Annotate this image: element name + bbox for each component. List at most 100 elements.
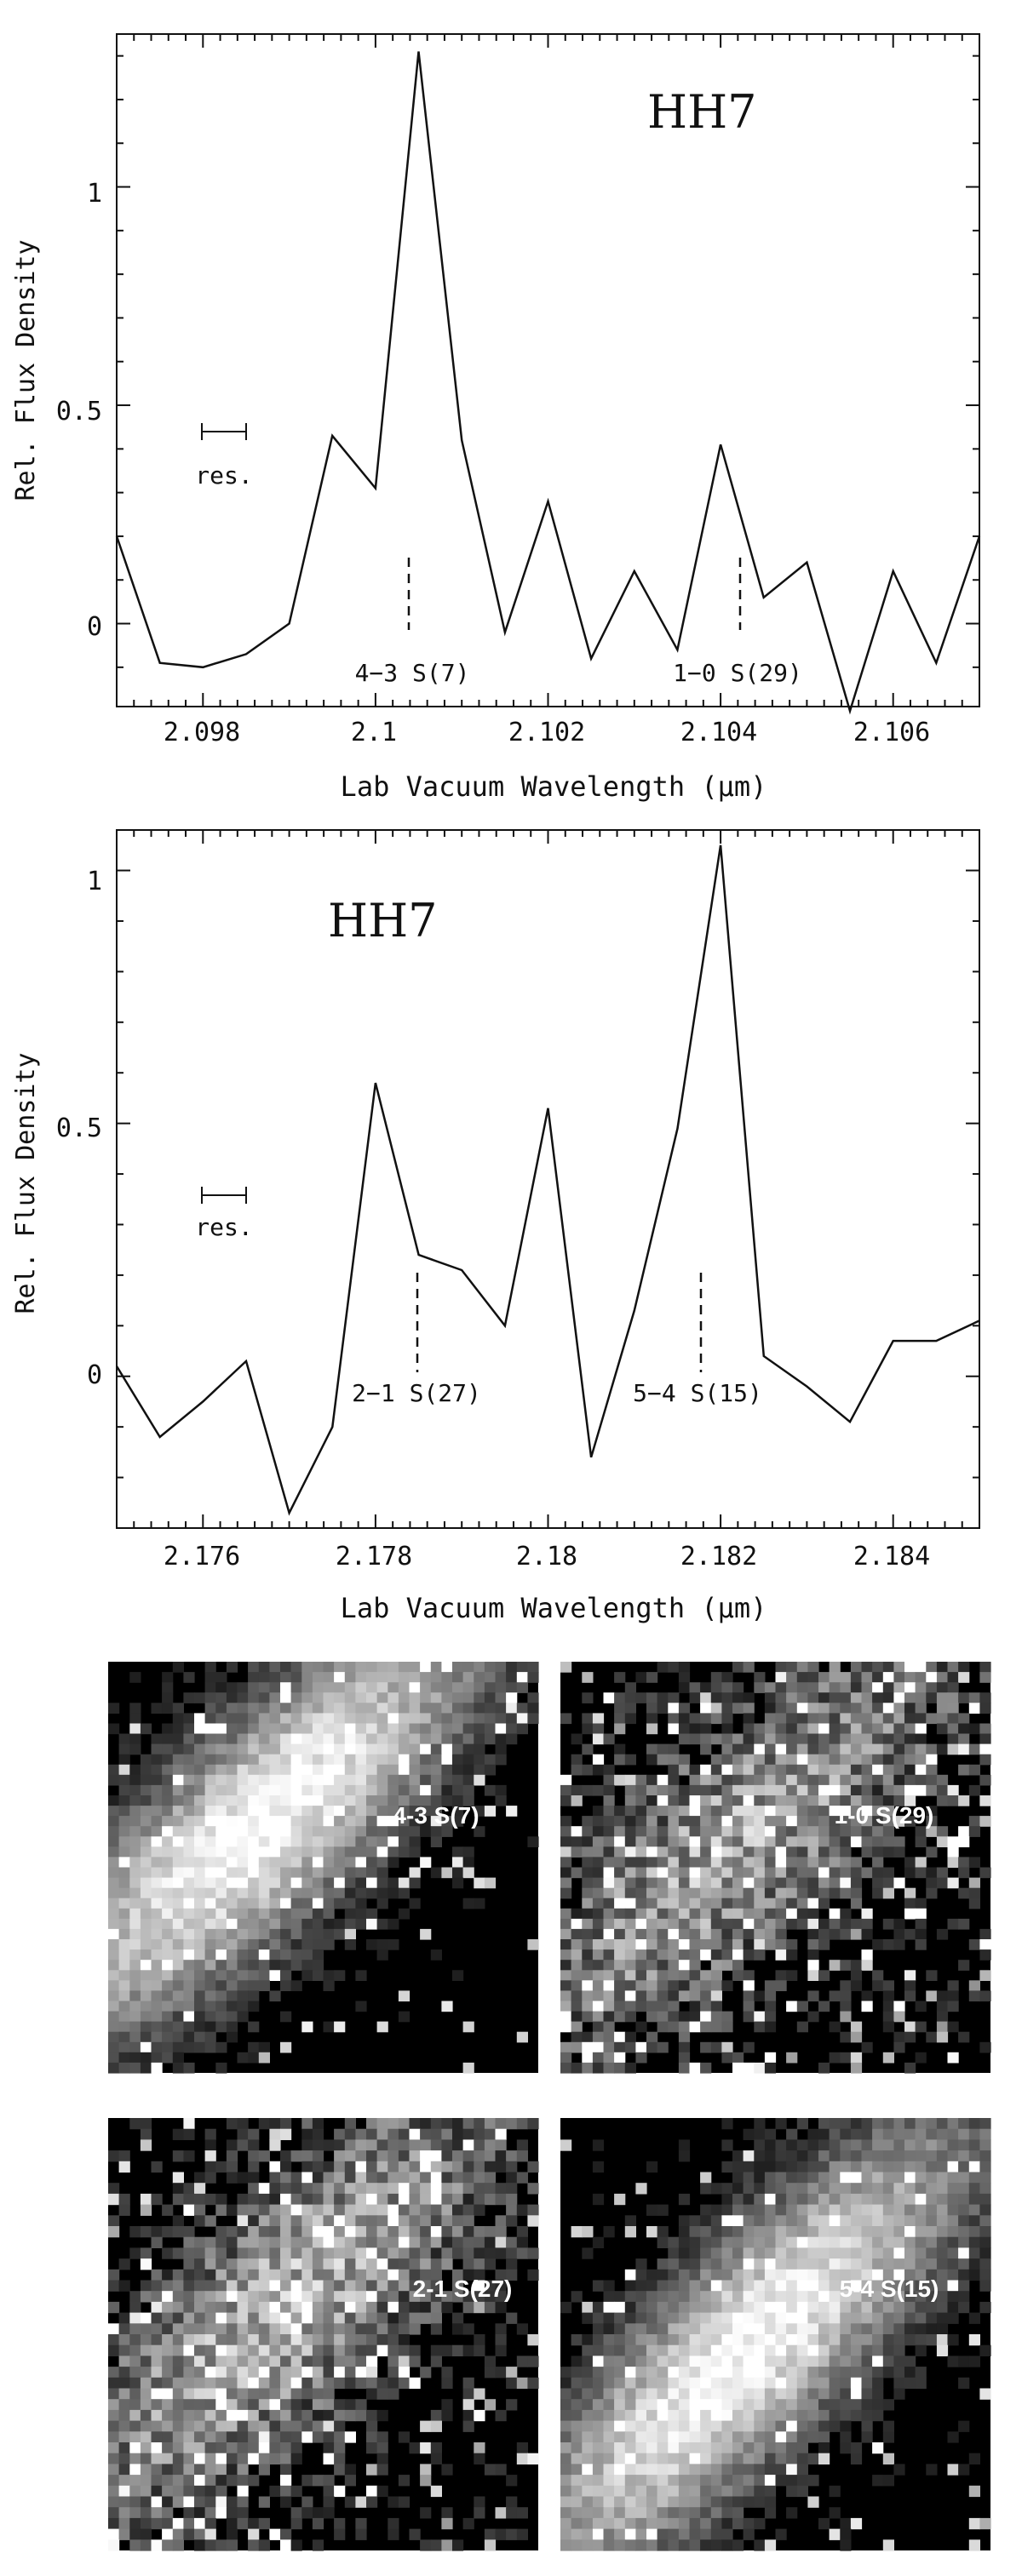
map-pixel bbox=[495, 2215, 507, 2227]
map-pixel bbox=[462, 2215, 474, 2227]
map-pixel bbox=[560, 1949, 572, 1961]
map-pixel bbox=[376, 1733, 388, 1745]
map-pixel bbox=[818, 1795, 830, 1806]
map-pixel bbox=[151, 2431, 163, 2443]
map-pixel bbox=[108, 1898, 120, 1909]
map-pixel bbox=[312, 2377, 324, 2390]
map-pixel bbox=[668, 1723, 680, 1735]
map-pixel bbox=[979, 2247, 991, 2259]
map-pixel bbox=[474, 2409, 485, 2422]
map-pixel bbox=[657, 2011, 669, 2023]
map-pixel bbox=[582, 2052, 594, 2064]
map-pixel bbox=[151, 1754, 163, 1766]
map-pixel bbox=[290, 2215, 302, 2227]
map-pixel bbox=[603, 2496, 615, 2508]
map-pixel bbox=[764, 2001, 777, 2012]
map-pixel bbox=[323, 1970, 335, 1981]
map-pixel bbox=[355, 2280, 367, 2292]
map-pixel bbox=[689, 1877, 701, 1889]
map-pixel bbox=[280, 2539, 292, 2551]
map-pixel bbox=[172, 2150, 184, 2162]
map-pixel bbox=[248, 2001, 260, 2012]
map-pixel bbox=[162, 2001, 174, 2012]
map-pixel bbox=[829, 2226, 841, 2238]
map-pixel bbox=[323, 1743, 335, 1755]
map-pixel bbox=[290, 2507, 302, 2519]
map-pixel bbox=[226, 2001, 238, 2012]
map-pixel bbox=[968, 1980, 980, 1991]
map-pixel bbox=[462, 1846, 474, 1858]
map-pixel bbox=[560, 1939, 572, 1950]
map-pixel bbox=[958, 1723, 970, 1735]
map-pixel bbox=[861, 1692, 873, 1703]
map-pixel bbox=[926, 1806, 938, 1817]
map-pixel bbox=[635, 2431, 647, 2443]
map-pixel bbox=[818, 2301, 830, 2314]
map-pixel bbox=[592, 1816, 605, 1827]
map-pixel bbox=[183, 2128, 195, 2140]
map-pixel bbox=[118, 2464, 130, 2476]
map-pixel bbox=[721, 2517, 733, 2530]
map-pixel bbox=[172, 2496, 184, 2508]
map-pixel bbox=[388, 1682, 399, 1693]
map-pixel bbox=[301, 2496, 313, 2508]
map-pixel bbox=[861, 2312, 873, 2324]
map-pixel bbox=[258, 2301, 270, 2314]
map-pixel bbox=[947, 1877, 959, 1889]
map-pixel bbox=[129, 2011, 141, 2023]
map-pixel bbox=[323, 2280, 335, 2292]
map-pixel bbox=[893, 1816, 905, 1827]
map-pixel bbox=[204, 1908, 216, 1920]
map-pixel bbox=[237, 1774, 249, 1786]
map-pixel bbox=[818, 2172, 830, 2184]
map-pixel bbox=[527, 1836, 539, 1847]
map-pixel bbox=[376, 2128, 388, 2140]
map-pixel bbox=[840, 2183, 852, 2195]
map-pixel bbox=[818, 1836, 830, 1847]
map-pixel bbox=[258, 1826, 270, 1837]
map-pixel bbox=[904, 1692, 916, 1703]
map-pixel bbox=[850, 2367, 863, 2379]
map-pixel bbox=[376, 1743, 388, 1755]
map-pixel bbox=[764, 1877, 777, 1889]
map-pixel bbox=[614, 2312, 626, 2324]
map-pixel bbox=[237, 2280, 249, 2292]
map-pixel bbox=[560, 1970, 572, 1981]
map-pixel bbox=[678, 2226, 691, 2238]
map-pixel bbox=[194, 2334, 206, 2346]
map-pixel bbox=[754, 2475, 766, 2487]
map-pixel bbox=[151, 1877, 163, 1889]
map-pixel bbox=[700, 2269, 712, 2281]
map-pixel bbox=[215, 2388, 227, 2400]
map-pixel bbox=[818, 1887, 830, 1899]
map-pixel bbox=[689, 1795, 701, 1806]
map-pixel bbox=[764, 1764, 777, 1776]
map-pixel bbox=[118, 2323, 130, 2335]
map-pixel bbox=[614, 1980, 626, 1991]
map-pixel bbox=[968, 2161, 980, 2173]
map-pixel bbox=[904, 2334, 916, 2346]
map-pixel bbox=[560, 1713, 572, 1725]
map-pixel bbox=[958, 1918, 970, 1930]
map-pixel bbox=[344, 1764, 356, 1776]
map-pixel bbox=[904, 1857, 916, 1869]
map-pixel bbox=[495, 2528, 507, 2540]
map-pixel bbox=[796, 2464, 808, 2476]
map-pixel bbox=[215, 1908, 227, 1920]
map-pixel bbox=[355, 2301, 367, 2314]
map-pixel bbox=[678, 2150, 691, 2162]
map-pixel bbox=[484, 2161, 497, 2173]
map-pixel bbox=[280, 1846, 292, 1858]
map-pixel bbox=[452, 1867, 464, 1879]
map-pixel bbox=[248, 1898, 260, 1909]
map-pixel bbox=[334, 2517, 346, 2530]
map-pixel bbox=[258, 2226, 270, 2238]
map-pixel bbox=[700, 2485, 712, 2498]
map-pixel bbox=[775, 1939, 787, 1950]
map-pixel bbox=[657, 1774, 669, 1786]
map-pixel bbox=[215, 2247, 227, 2259]
map-pixel bbox=[861, 2139, 873, 2151]
map-pixel bbox=[118, 2431, 130, 2443]
map-pixel bbox=[323, 1723, 335, 1735]
map-pixel bbox=[430, 2453, 442, 2464]
